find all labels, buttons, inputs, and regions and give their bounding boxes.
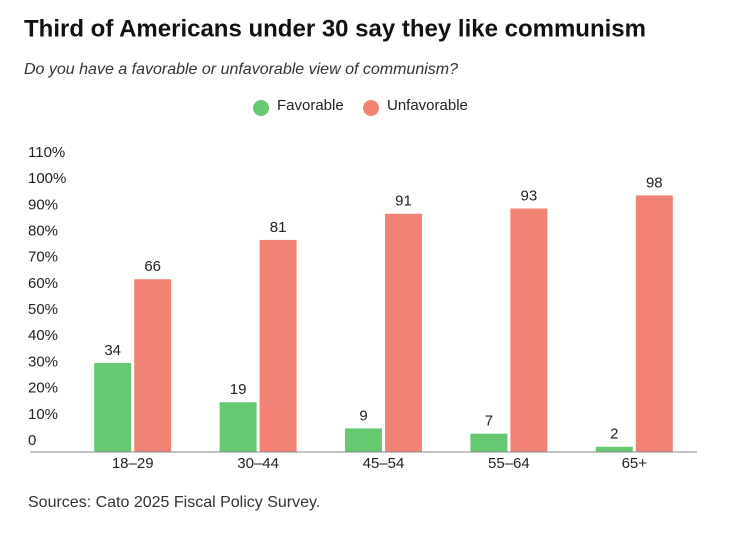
data-label: 9 bbox=[359, 407, 367, 424]
x-tick-label: 65+ bbox=[622, 455, 648, 472]
y-tick-label: 0 bbox=[28, 432, 36, 449]
chart-subtitle: Do you have a favorable or unfavorable v… bbox=[24, 61, 458, 78]
chart-title: Third of Americans under 30 say they lik… bbox=[24, 15, 646, 42]
data-label: 98 bbox=[646, 174, 663, 191]
bar bbox=[595, 446, 633, 452]
data-label: 19 bbox=[230, 381, 247, 398]
y-tick-label: 100% bbox=[28, 170, 66, 187]
y-tick-label: 40% bbox=[28, 327, 58, 344]
y-tick-label: 30% bbox=[28, 353, 58, 370]
x-tick-label: 30–44 bbox=[237, 455, 279, 472]
x-tick-label: 18–29 bbox=[112, 455, 154, 472]
y-tick-label: 90% bbox=[28, 196, 58, 213]
data-label: 2 bbox=[610, 426, 618, 443]
legend-label: Unfavorable bbox=[387, 97, 468, 114]
data-label: 93 bbox=[521, 187, 538, 204]
data-label: 7 bbox=[485, 413, 493, 430]
data-label: 91 bbox=[395, 193, 412, 210]
bar bbox=[259, 239, 297, 452]
data-label: 66 bbox=[144, 258, 161, 275]
x-tick-label: 55–64 bbox=[488, 455, 530, 472]
x-tick-label: 45–54 bbox=[363, 455, 405, 472]
y-tick-label: 70% bbox=[28, 249, 58, 266]
legend-label: Favorable bbox=[277, 97, 344, 114]
bar bbox=[510, 208, 548, 452]
data-label: 81 bbox=[270, 219, 287, 236]
y-tick-label: 110% bbox=[28, 144, 65, 161]
bar bbox=[94, 362, 132, 452]
legend-swatch bbox=[363, 100, 379, 116]
bar bbox=[345, 428, 382, 452]
legend-swatch bbox=[253, 100, 269, 116]
bar bbox=[219, 402, 257, 452]
y-tick-label: 10% bbox=[28, 406, 58, 423]
bar bbox=[470, 433, 508, 452]
y-tick-label: 20% bbox=[28, 380, 58, 397]
source: Sources: Cato 2025 Fiscal Policy Survey. bbox=[28, 494, 320, 511]
bar bbox=[635, 195, 673, 452]
y-tick-label: 50% bbox=[28, 301, 58, 318]
y-tick-label: 80% bbox=[28, 223, 58, 240]
data-label: 34 bbox=[104, 342, 121, 359]
y-tick-label: 60% bbox=[28, 275, 58, 292]
bar bbox=[134, 279, 172, 452]
bar bbox=[385, 213, 422, 452]
